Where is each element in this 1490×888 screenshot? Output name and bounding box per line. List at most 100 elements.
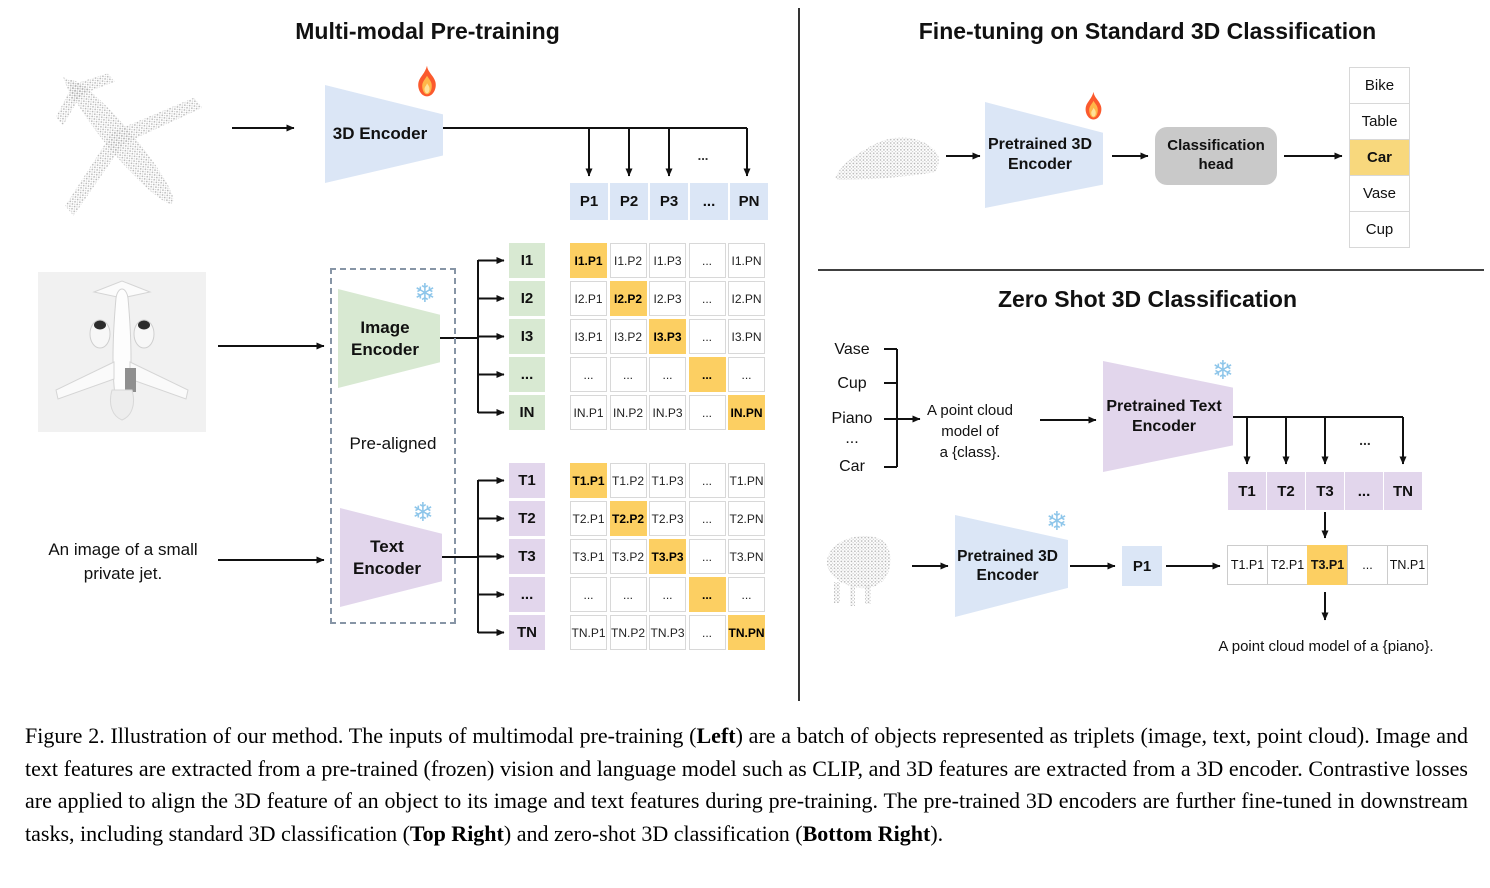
caption-segment: ). bbox=[930, 820, 944, 846]
matrix-cell: I3.P2 bbox=[609, 319, 647, 354]
matrix-cell: ... bbox=[649, 357, 686, 392]
image-feature-column: I1 I2 I3... IN bbox=[509, 243, 545, 430]
snowflake-icon: ❄ bbox=[414, 278, 436, 308]
text-feature-cell: T3 bbox=[509, 539, 545, 574]
similarity-cell: T1.P1 bbox=[1227, 545, 1268, 585]
matrix-cell: T2.PN bbox=[728, 501, 765, 536]
snowflake-icon: ❄ bbox=[412, 497, 434, 527]
matrix-cell: ... bbox=[688, 357, 726, 392]
matrix-cell: ... bbox=[688, 615, 726, 650]
class-prompt-cup: Cup bbox=[837, 375, 867, 392]
class-prompt-piano: Piano bbox=[831, 410, 873, 427]
matrix-cell: T2.P1 bbox=[570, 501, 607, 536]
matrix-cell: I3.P1 bbox=[570, 319, 607, 354]
fire-icon bbox=[1080, 90, 1107, 128]
p-feature-cell: P3 bbox=[650, 183, 688, 220]
p-feature-cell: P2 bbox=[610, 183, 648, 220]
pre-aligned-label: Pre-aligned bbox=[349, 434, 437, 453]
image-feature-cell: IN bbox=[509, 395, 545, 430]
text-feature-cell: T1 bbox=[509, 463, 545, 498]
image-caption-text: An image of a small private jet. bbox=[48, 540, 198, 583]
airplane-image bbox=[38, 272, 206, 432]
matrix-cell: T2.P2 bbox=[609, 501, 647, 536]
matrix-cell: TN.P3 bbox=[649, 615, 686, 650]
matrix-cell: IN.P2 bbox=[609, 395, 647, 430]
t-feature-row: T1 T2 T3... TN bbox=[1228, 472, 1422, 510]
matrix-cell: I2.PN bbox=[728, 281, 765, 316]
matrix-cell: ... bbox=[688, 539, 726, 574]
figure-caption: Figure 2. Illustration of our method. Th… bbox=[25, 720, 1468, 850]
caption-segment: Top Right bbox=[409, 820, 504, 846]
matrix-cell: T3.P1 bbox=[570, 539, 607, 574]
ellipsis-hint: ... bbox=[1359, 432, 1371, 448]
similarity-cell: TN.P1 bbox=[1387, 545, 1428, 585]
fire-icon bbox=[412, 64, 442, 105]
t-feature-cell: T3 bbox=[1306, 472, 1344, 510]
matrix-cell: IN.P3 bbox=[649, 395, 686, 430]
text-feature-cell: ... bbox=[509, 577, 545, 612]
matrix-cell: ... bbox=[649, 577, 686, 612]
zero-shot-title: Zero Shot 3D Classification bbox=[997, 286, 1298, 312]
p-feature-cell: ... bbox=[690, 183, 728, 220]
class-list-item: Cup bbox=[1365, 221, 1394, 238]
matrix-cell: IN.PN bbox=[728, 395, 765, 430]
car-point-cloud bbox=[835, 137, 939, 180]
caption-segment: Figure 2. Illustration of our method. Th… bbox=[25, 723, 697, 748]
matrix-cell: T1.P2 bbox=[609, 463, 647, 498]
p1-feature-cell: P1 bbox=[1122, 546, 1162, 586]
similarity-result-row: T1.P1 T2.P1 T3.P1... TN.P1 bbox=[1227, 545, 1428, 585]
matrix-cell: ... bbox=[688, 395, 726, 430]
matrix-cell: ... bbox=[609, 577, 647, 612]
matrix-cell: TN.P2 bbox=[609, 615, 647, 650]
connector-layer bbox=[38, 8, 1484, 701]
classification-head: Classification head bbox=[1155, 127, 1277, 185]
matrix-cell: T3.PN bbox=[728, 539, 765, 574]
p-feature-row: P1 P2 P3... PN bbox=[570, 183, 768, 220]
zero-shot-output-text: A point cloud model of a {piano}. bbox=[1218, 638, 1434, 655]
pre-aligned-box bbox=[330, 268, 456, 624]
matrix-cell: T1.PN bbox=[728, 463, 765, 498]
matrix-cell: ... bbox=[609, 357, 647, 392]
matrix-cell: I2.P1 bbox=[570, 281, 607, 316]
matrix-cell: T1.P3 bbox=[649, 463, 686, 498]
ellipsis-hint: ... bbox=[697, 148, 709, 163]
image-feature-cell: ... bbox=[509, 357, 545, 392]
text-point-similarity-matrix: T1.P1 T1.P2 T1.P3... T1.PN T2.P1 T2.P2 T2.P3..… bbox=[570, 463, 765, 650]
class-prompt-ellipsis: ... bbox=[845, 430, 859, 447]
matrix-cell: ... bbox=[688, 243, 726, 278]
similarity-cell: T3.P1 bbox=[1307, 545, 1348, 585]
text-feature-cell: TN bbox=[509, 615, 545, 650]
matrix-cell: ... bbox=[570, 577, 607, 612]
matrix-cell: ... bbox=[688, 463, 726, 498]
matrix-cell: ... bbox=[688, 319, 726, 354]
matrix-cell: T1.P1 bbox=[570, 463, 607, 498]
image-point-similarity-matrix: I1.P1 I1.P2 I1.P3... I1.PN I2.P1 I2.P2 I2.P3..… bbox=[570, 243, 765, 430]
t-feature-cell: T1 bbox=[1228, 472, 1266, 510]
t-feature-cell: ... bbox=[1345, 472, 1383, 510]
matrix-cell: I3.P3 bbox=[649, 319, 686, 354]
similarity-cell: ... bbox=[1347, 545, 1388, 585]
class-prompt-car: Car bbox=[839, 458, 865, 475]
image-feature-cell: I2 bbox=[509, 281, 545, 316]
connector-arrows bbox=[218, 8, 1484, 701]
snowflake-icon: ❄ bbox=[1046, 506, 1068, 536]
matrix-cell: TN.P1 bbox=[570, 615, 607, 650]
prompt-template-text: A point cloud model of a {class}. bbox=[927, 402, 1013, 461]
matrix-cell: T3.P3 bbox=[649, 539, 686, 574]
p-feature-cell: P1 bbox=[570, 183, 608, 220]
matrix-cell: ... bbox=[570, 357, 607, 392]
caption-segment: ) are a batch of objects represented as … bbox=[25, 723, 1468, 846]
similarity-cell: T2.P1 bbox=[1267, 545, 1308, 585]
matrix-cell: I3.PN bbox=[728, 319, 765, 354]
class-list-item: Table bbox=[1350, 104, 1409, 140]
matrix-cell: I1.P2 bbox=[609, 243, 647, 278]
caption-segment: Bottom Right bbox=[802, 820, 931, 846]
matrix-cell: TN.PN bbox=[728, 615, 765, 650]
matrix-cell: ... bbox=[728, 577, 765, 612]
text-feature-cell: T2 bbox=[509, 501, 545, 536]
matrix-cell: I1.P1 bbox=[570, 243, 607, 278]
matrix-cell: I2.P2 bbox=[609, 281, 647, 316]
p-feature-cell: PN bbox=[730, 183, 768, 220]
class-list-item: Vase bbox=[1350, 176, 1409, 212]
